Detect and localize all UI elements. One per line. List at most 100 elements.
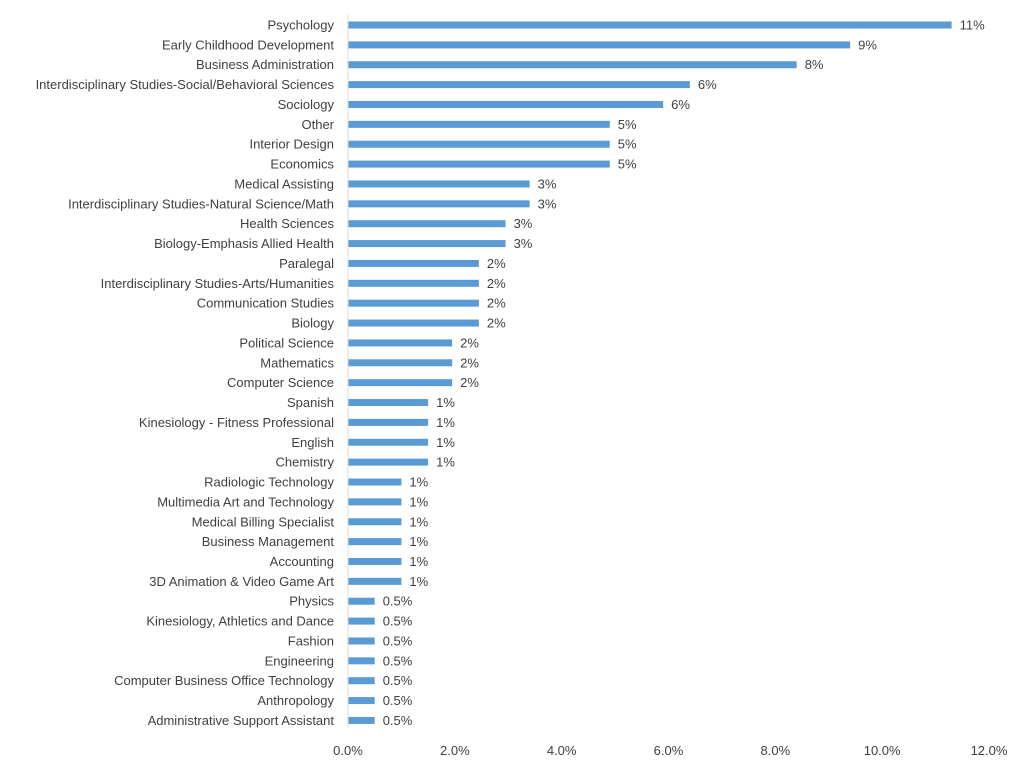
category-label: Computer Science (227, 375, 334, 390)
data-label: 1% (409, 554, 428, 569)
bar (348, 81, 690, 89)
data-label: 1% (436, 455, 455, 470)
category-label: Medical Assisting (234, 176, 334, 191)
data-label: 11% (960, 18, 985, 33)
bar (348, 200, 530, 208)
category-label: English (291, 435, 334, 450)
data-label: 2% (460, 355, 479, 370)
bar (348, 716, 375, 724)
category-label: Interdisciplinary Studies-Natural Scienc… (68, 196, 334, 211)
category-label: Chemistry (275, 455, 334, 470)
data-label: 2% (487, 296, 506, 311)
category-label: Interdisciplinary Studies-Arts/Humanitie… (101, 276, 335, 291)
data-label: 1% (436, 395, 455, 410)
category-label: Early Childhood Development (162, 37, 334, 52)
data-label: 6% (671, 97, 690, 112)
category-label: Fashion (288, 633, 334, 648)
x-ticks-group: 0.0% 2.0% 4.0% 6.0% 8.0% 10.0% 12.0% (333, 743, 1008, 758)
x-tick-label: 12.0% (971, 743, 1008, 758)
data-label: 1% (409, 494, 428, 509)
bar (348, 637, 375, 645)
bar (348, 478, 402, 486)
data-label: 0.5% (383, 673, 413, 688)
x-tick-label: 6.0% (654, 743, 684, 758)
data-label: 1% (436, 435, 455, 450)
category-label: Paralegal (279, 256, 334, 271)
data-label: 2% (487, 256, 506, 271)
data-label: 9% (858, 37, 877, 52)
category-label: Health Sciences (240, 216, 334, 231)
category-label: Physics (289, 594, 334, 609)
data-label: 1% (409, 574, 428, 589)
data-label: 1% (409, 514, 428, 529)
bar (348, 359, 453, 367)
bar (348, 617, 375, 625)
data-label: 3% (538, 176, 557, 191)
category-label: Interior Design (249, 137, 334, 152)
bar (348, 399, 429, 407)
data-label: 2% (460, 375, 479, 390)
bar (348, 438, 429, 446)
data-label: 0.5% (383, 713, 413, 728)
bar (348, 61, 797, 69)
data-label: 2% (487, 276, 506, 291)
x-tick-label: 4.0% (547, 743, 577, 758)
category-label: Political Science (239, 335, 334, 350)
data-label: 3% (514, 216, 533, 231)
category-label: Radiologic Technology (204, 475, 334, 490)
bar (348, 597, 375, 605)
x-tick-label: 8.0% (761, 743, 791, 758)
bar (348, 140, 610, 148)
data-label: 1% (409, 534, 428, 549)
category-label: Biology-Emphasis Allied Health (154, 236, 334, 251)
category-label: Economics (270, 157, 334, 172)
bar (348, 458, 429, 466)
bar (348, 418, 429, 426)
data-label: 0.5% (383, 653, 413, 668)
category-label: 3D Animation & Video Game Art (149, 574, 334, 589)
bar (348, 259, 479, 267)
bar (348, 498, 402, 506)
bar (348, 319, 479, 327)
category-label: Interdisciplinary Studies-Social/Behavio… (36, 77, 335, 92)
data-label: 5% (618, 117, 637, 132)
bar (348, 697, 375, 705)
bar (348, 240, 506, 248)
data-label: 2% (487, 316, 506, 331)
category-label: Sociology (278, 97, 335, 112)
data-label: 0.5% (383, 693, 413, 708)
bar (348, 339, 453, 347)
bar (348, 677, 375, 685)
x-tick-label: 2.0% (440, 743, 470, 758)
bar (348, 180, 530, 188)
bar (348, 21, 952, 29)
data-label: 5% (618, 137, 637, 152)
category-label: Business Management (202, 534, 335, 549)
category-label: Kinesiology, Athletics and Dance (146, 614, 334, 629)
bar (348, 538, 402, 546)
x-tick-label: 10.0% (864, 743, 901, 758)
category-label: Other (301, 117, 334, 132)
category-label: Business Administration (196, 57, 334, 72)
bar (348, 379, 453, 387)
bars-group (348, 21, 952, 724)
category-label: Engineering (265, 653, 334, 668)
data-label: 2% (460, 335, 479, 350)
data-label: 3% (514, 236, 533, 251)
category-label: Psychology (268, 18, 335, 33)
data-label: 1% (409, 475, 428, 490)
category-label: Anthropology (257, 693, 334, 708)
category-label: Multimedia Art and Technology (157, 494, 334, 509)
bar (348, 120, 610, 128)
bar (348, 557, 402, 565)
bar (348, 577, 402, 585)
bar (348, 279, 479, 287)
x-tick-label: 0.0% (333, 743, 363, 758)
category-label: Accounting (270, 554, 334, 569)
bar (348, 220, 506, 228)
data-label: 0.5% (383, 614, 413, 629)
bar (348, 160, 610, 168)
data-label: 0.5% (383, 594, 413, 609)
